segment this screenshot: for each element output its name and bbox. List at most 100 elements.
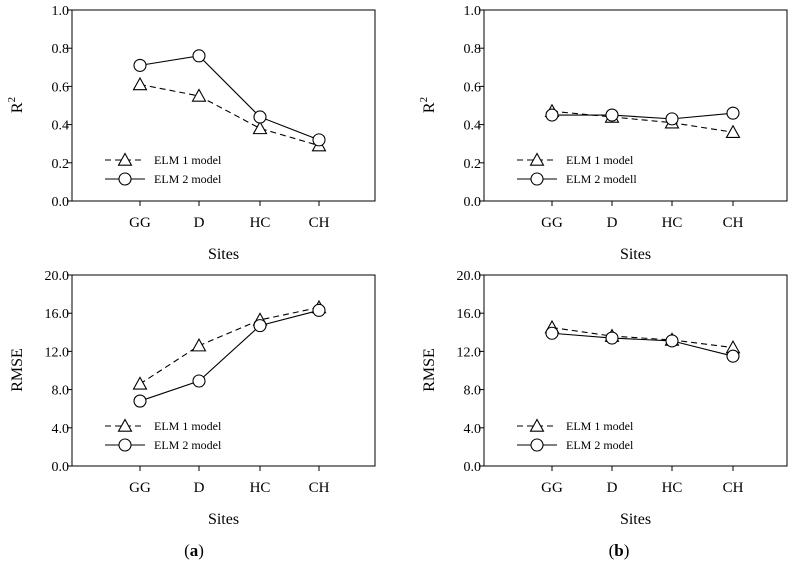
- legend-label: ELM 1 model: [566, 153, 634, 167]
- plot-frame: [483, 9, 788, 202]
- data-point-circle: [545, 326, 559, 340]
- legend-marker-triangle: [529, 418, 545, 432]
- series-line: [551, 110, 734, 133]
- legend-marker-circle: [530, 172, 544, 186]
- legend-label: ELM 2 model: [154, 172, 222, 186]
- y-tick-label: 8.0: [52, 384, 70, 399]
- y-tick-label: 0.4: [52, 119, 70, 134]
- y-axis-label-base: R: [421, 102, 438, 113]
- y-tick-label: 8.0: [464, 384, 482, 399]
- legend-entry: ELM 1 model: [105, 152, 222, 167]
- y-tick-label: 12.0: [457, 345, 482, 360]
- legend-label: ELM 2 model: [154, 438, 222, 452]
- plot-frame: [71, 274, 376, 467]
- data-point-circle: [192, 49, 206, 63]
- series-line: [551, 332, 734, 357]
- legend-marker-triangle: [117, 418, 133, 432]
- legend-marker-circle: [118, 438, 132, 452]
- y-axis-label: RMSE: [9, 348, 26, 392]
- y-tick-label: 16.0: [45, 307, 70, 322]
- y-tick-label: 4.0: [52, 422, 70, 437]
- x-axis-label: Sites: [620, 246, 651, 263]
- series-circle: [133, 303, 326, 408]
- x-tick-label: D: [194, 480, 205, 496]
- chart-a-rmse: 0.0 4.0 8.0 12.0 16.0 20.0 GG D HC CH Sites RMSE ELM…: [9, 269, 376, 528]
- data-point-circle: [133, 58, 147, 72]
- series-line: [139, 83, 320, 147]
- x-tick-label: GG: [541, 215, 563, 231]
- y-axis-label: RMSE: [421, 348, 438, 392]
- data-point-circle: [665, 112, 679, 126]
- legend-label: ELM 1 model: [566, 419, 634, 433]
- y-tick-label: 0.8: [52, 42, 70, 57]
- plot-frame: [483, 274, 788, 467]
- x-tick-label: CH: [309, 480, 330, 496]
- legend-entry: ELM 2 modell: [517, 172, 637, 186]
- legend-marker-circle: [530, 438, 544, 452]
- data-point-triangle: [132, 76, 148, 91]
- legend-entry: ELM 1 model: [105, 418, 222, 433]
- data-point-circle: [133, 394, 147, 408]
- x-tick-label: D: [194, 215, 205, 231]
- chart-b-r2: 0.0 0.2 0.4 0.6 0.8 1.0 GG D HC CH Sites R2 ELM 1 mo…: [418, 4, 788, 263]
- legend-entry: ELM 2 model: [105, 172, 222, 186]
- panel-label-b: (b): [609, 541, 630, 560]
- y-tick-label: 0.0: [52, 195, 70, 210]
- y-tick-label: 0.0: [464, 460, 482, 475]
- x-tick-label: GG: [541, 480, 563, 496]
- series-line: [552, 112, 734, 120]
- y-tick-label: 0.0: [464, 195, 482, 210]
- data-point-circle: [545, 108, 559, 122]
- data-point-triangle: [191, 88, 207, 102]
- data-point-circle: [253, 319, 267, 333]
- y-tick-label: 12.0: [45, 345, 70, 360]
- x-axis-label: Sites: [620, 511, 651, 528]
- y-tick-label: 0.6: [52, 80, 70, 95]
- x-tick-label: GG: [129, 215, 151, 231]
- chart-b-rmse: 0.0 4.0 8.0 12.0 16.0 20.0 GG D HC CH Sites RMSE ELM…: [421, 269, 788, 528]
- y-axis-label-superscript: 2: [418, 97, 430, 103]
- y-axis-label: R2: [6, 97, 26, 113]
- data-point-circle: [726, 106, 740, 120]
- y-tick-label: 0.8: [464, 42, 482, 57]
- legend-label: ELM 1 model: [154, 419, 222, 433]
- y-tick-label: 20.0: [45, 269, 70, 284]
- data-point-circle: [253, 110, 267, 124]
- data-point-circle: [312, 133, 326, 147]
- legend-label: ELM 2 model: [566, 438, 634, 452]
- x-tick-label: D: [607, 480, 618, 496]
- panel-label-a: (a): [184, 541, 204, 560]
- x-tick-label: GG: [129, 480, 151, 496]
- legend-marker-triangle: [117, 152, 133, 166]
- series-line: [551, 326, 734, 349]
- y-tick-label: 0.6: [464, 80, 482, 95]
- y-axis-label: R2: [418, 97, 438, 113]
- data-point-circle: [605, 331, 619, 345]
- legend-entry: ELM 1 model: [517, 152, 634, 167]
- x-axis-label: Sites: [208, 246, 239, 263]
- y-tick-label: 16.0: [457, 307, 482, 322]
- x-tick-label: HC: [662, 480, 683, 496]
- legend-entry: ELM 2 model: [105, 438, 222, 452]
- y-tick-label: 0.0: [52, 460, 70, 475]
- chart-a-r2: 0.0 0.2 0.4 0.6 0.8 1.0 GG D HC CH Sites R2 ELM 1 mo…: [6, 4, 376, 263]
- legend-marker-circle: [118, 172, 132, 186]
- data-point-circle: [726, 349, 740, 363]
- data-point-triangle: [132, 376, 148, 390]
- x-tick-label: CH: [723, 480, 744, 496]
- y-axis-label-base: RMSE: [421, 348, 438, 392]
- data-point-circle: [312, 303, 326, 317]
- series-line: [139, 309, 320, 402]
- data-point-circle: [665, 334, 679, 348]
- series-triangle: [132, 76, 327, 152]
- series-line: [139, 306, 320, 385]
- series-triangle: [544, 103, 741, 138]
- data-point-circle: [605, 108, 619, 122]
- legend-entry: ELM 1 model: [517, 418, 634, 433]
- legend-entry: ELM 2 model: [517, 438, 634, 452]
- series-triangle: [132, 299, 327, 390]
- data-point-triangle: [725, 124, 741, 138]
- y-tick-label: 1.0: [464, 4, 482, 19]
- x-tick-label: HC: [250, 480, 271, 496]
